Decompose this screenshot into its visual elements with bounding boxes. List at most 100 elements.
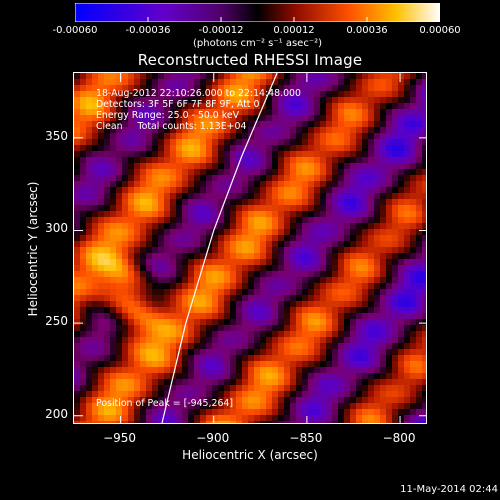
heatmap-cell <box>80 379 86 385</box>
heatmap-cell <box>374 169 380 175</box>
heatmap-cell <box>236 241 242 247</box>
heatmap-cell <box>170 223 176 229</box>
heatmap-cell <box>416 301 422 307</box>
heatmap-cell <box>74 181 80 187</box>
heatmap-cell <box>302 103 308 109</box>
heatmap-cell <box>260 85 266 91</box>
heatmap-cell <box>134 301 140 307</box>
heatmap-cell <box>356 169 362 175</box>
heatmap-cell <box>170 319 176 325</box>
heatmap-cell <box>152 283 158 289</box>
heatmap-cell <box>116 175 122 181</box>
heatmap-cell <box>296 259 302 265</box>
heatmap-cell <box>152 217 158 223</box>
heatmap-cell <box>176 175 182 181</box>
heatmap-cell <box>284 85 290 91</box>
heatmap-cell <box>392 145 398 151</box>
heatmap-cell <box>104 217 110 223</box>
heatmap-cell <box>314 397 320 403</box>
heatmap-cell <box>92 415 98 421</box>
heatmap-cell <box>170 205 176 211</box>
heatmap-cell <box>218 307 224 313</box>
heatmap-cell <box>188 271 194 277</box>
heatmap-cell <box>80 157 86 163</box>
heatmap-cell <box>146 313 152 319</box>
heatmap-cell <box>122 91 128 97</box>
heatmap-cell <box>392 169 398 175</box>
heatmap-cell <box>368 157 374 163</box>
heatmap-cell <box>380 169 386 175</box>
heatmap-cell <box>104 133 110 139</box>
heatmap-cell <box>338 199 344 205</box>
heatmap-cell <box>272 73 278 79</box>
heatmap-cell <box>380 193 386 199</box>
heatmap-cell <box>104 409 110 415</box>
heatmap-cell <box>122 121 128 127</box>
heatmap-cell <box>368 409 374 415</box>
heatmap-cell <box>380 175 386 181</box>
heatmap-cell <box>320 397 326 403</box>
heatmap-cell <box>344 109 350 115</box>
heatmap-cell <box>182 385 188 391</box>
heatmap-cell <box>152 277 158 283</box>
heatmap-cell <box>224 187 230 193</box>
heatmap-cell <box>194 259 200 265</box>
heatmap-cell <box>158 187 164 193</box>
heatmap-cell <box>74 205 80 211</box>
heatmap-cell <box>248 349 254 355</box>
heatmap-cell <box>188 85 194 91</box>
heatmap-cell <box>218 391 224 397</box>
heatmap-cell <box>410 277 416 283</box>
heatmap-cell <box>368 115 374 121</box>
heatmap-cell <box>236 187 242 193</box>
heatmap-cell <box>356 337 362 343</box>
heatmap-cell <box>164 91 170 97</box>
heatmap-cell <box>332 181 338 187</box>
heatmap-cell <box>176 79 182 85</box>
heatmap-cell <box>308 367 314 373</box>
heatmap-cell <box>392 379 398 385</box>
heatmap-cell <box>338 355 344 361</box>
heatmap-cell <box>422 379 426 385</box>
heatmap-cell <box>260 247 266 253</box>
heatmap-cell <box>260 223 266 229</box>
heatmap-cell <box>278 289 284 295</box>
heatmap-cell <box>182 307 188 313</box>
heatmap-cell <box>158 85 164 91</box>
heatmap-cell <box>158 325 164 331</box>
heatmap-cell <box>134 157 140 163</box>
heatmap-cell <box>128 421 134 423</box>
colorbar <box>75 3 440 22</box>
heatmap-cell <box>386 343 392 349</box>
heatmap-cell <box>380 409 386 415</box>
heatmap-cell <box>92 385 98 391</box>
heatmap-cell <box>278 205 284 211</box>
heatmap-cell <box>248 271 254 277</box>
heatmap-cell <box>176 337 182 343</box>
heatmap-cell <box>74 397 80 403</box>
heatmap-cell <box>242 253 248 259</box>
heatmap-cell <box>122 109 128 115</box>
heatmap-cell <box>176 181 182 187</box>
heatmap-cell <box>302 391 308 397</box>
heatmap-cell <box>338 331 344 337</box>
heatmap-cell <box>266 421 272 423</box>
heatmap-cell <box>326 283 332 289</box>
heatmap-cell <box>194 163 200 169</box>
heatmap-cell <box>188 289 194 295</box>
heatmap-cell <box>350 181 356 187</box>
heatmap-cell <box>80 235 86 241</box>
heatmap-cell <box>92 337 98 343</box>
heatmap-cell <box>224 313 230 319</box>
heatmap-cell <box>80 289 86 295</box>
heatmap-cell <box>146 175 152 181</box>
heatmap-cell <box>164 235 170 241</box>
heatmap-cell <box>104 187 110 193</box>
heatmap-cell <box>140 139 146 145</box>
heatmap-cell <box>242 97 248 103</box>
heatmap-cell <box>218 337 224 343</box>
heatmap-cell <box>110 337 116 343</box>
heatmap-cell <box>188 313 194 319</box>
heatmap-cell <box>362 205 368 211</box>
heatmap-cell <box>224 349 230 355</box>
